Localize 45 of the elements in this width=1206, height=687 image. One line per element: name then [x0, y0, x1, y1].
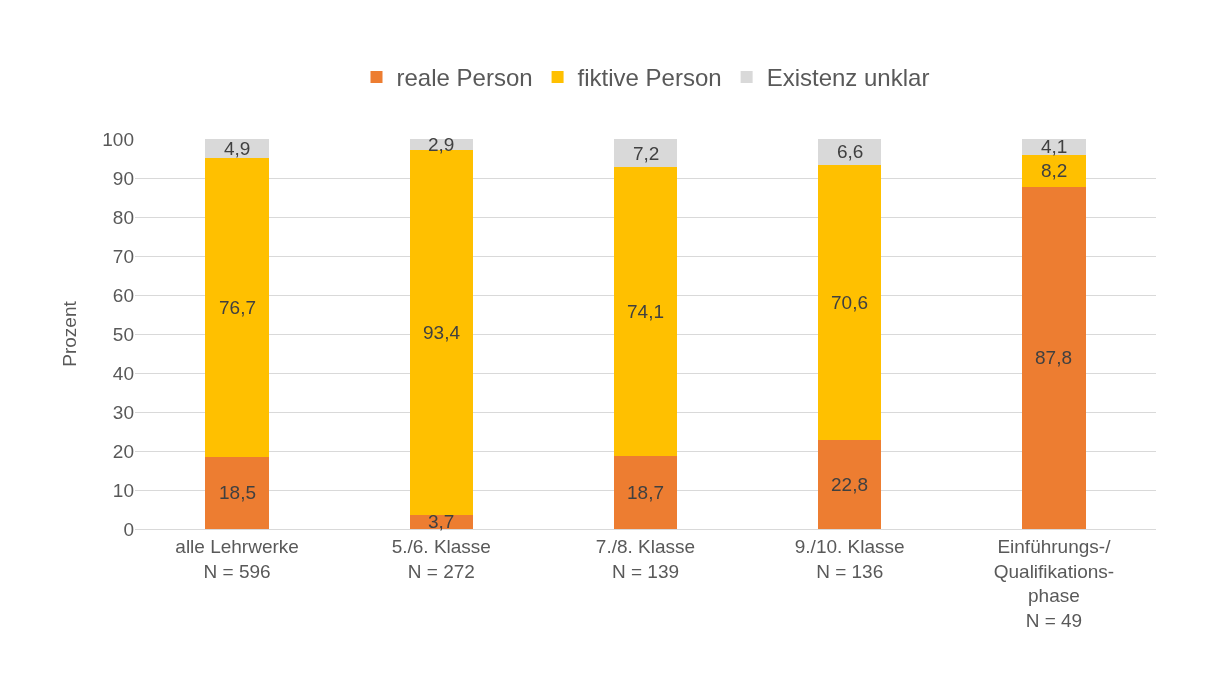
bar: [1022, 186, 1086, 529]
x-tick-label: 9./10. Klasse N = 136: [794, 535, 905, 582]
data-label: 2,9: [428, 134, 455, 155]
data-label: 18,7: [627, 482, 664, 503]
bar: [1022, 154, 1086, 187]
x-tick-label: 7./8. Klasse N = 139: [595, 535, 696, 582]
data-label: 4,1: [1041, 136, 1068, 157]
bar: [818, 164, 882, 441]
data-label: 76,7: [219, 297, 256, 318]
y-tick-label: 60: [112, 284, 134, 306]
data-label: 18,5: [219, 482, 256, 503]
data-label: 3,7: [428, 511, 455, 532]
bar: [613, 167, 678, 457]
y-tick-label: 10: [112, 479, 134, 501]
data-label: 8,2: [1041, 160, 1068, 181]
y-axis-title: Prozent: [59, 300, 81, 367]
y-tick-label: 90: [112, 167, 134, 189]
bar: [818, 440, 882, 529]
y-tick-label: 40: [112, 362, 134, 384]
data-label: 70,6: [831, 292, 868, 313]
x-tick-label: alle Lehrwerke N = 596: [175, 535, 299, 582]
y-tick-label: 30: [112, 401, 134, 423]
bar: [205, 456, 269, 529]
bar: [613, 456, 678, 529]
y-tick-label: 70: [112, 245, 134, 267]
data-label: 74,1: [627, 301, 664, 322]
data-label: 87,8: [1035, 347, 1072, 368]
data-label: 7,2: [633, 143, 660, 164]
data-label: 6,6: [837, 141, 864, 162]
y-tick-label: 50: [112, 323, 134, 345]
y-tick-label: 80: [112, 206, 134, 228]
bar: [205, 157, 269, 457]
data-label: 93,4: [423, 322, 461, 343]
data-label: 22,8: [831, 474, 868, 495]
x-tick-label: 5./6. Klasse N = 272: [391, 535, 491, 582]
data-label: 4,9: [224, 138, 251, 159]
bar: [818, 139, 882, 165]
legend-label: Existenz unklar: [766, 64, 930, 92]
bar: [613, 139, 678, 168]
y-tick-label: 20: [112, 440, 134, 462]
legend-label: fiktive Person: [577, 64, 722, 92]
x-tick-label: Einführungs-/ Qualifikations- phase N = 49: [993, 535, 1115, 631]
legend-label: reale Person: [396, 64, 533, 92]
y-tick-label: 0: [123, 518, 134, 540]
y-tick-label: 100: [102, 128, 134, 150]
